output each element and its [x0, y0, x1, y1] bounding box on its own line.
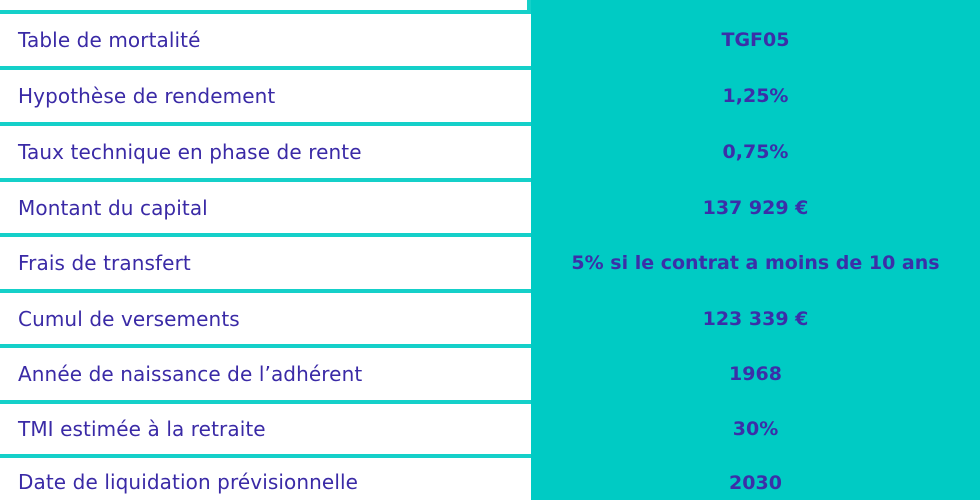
table-row: Taux technique en phase de rente 0,75%: [0, 126, 980, 178]
table-row: Cumul de versements 123 339 €: [0, 293, 980, 344]
row-label: Date de liquidation prévisionnelle: [0, 458, 527, 500]
table-row: Date de liquidation prévisionnelle 2030: [0, 458, 980, 500]
row-label: Hypothèse de rendement: [0, 70, 527, 122]
row-label: Cumul de versements: [0, 293, 527, 344]
row-value: TGF05: [531, 14, 980, 66]
row-label: Table de mortalité: [0, 14, 527, 66]
row-value: 123 339 €: [531, 293, 980, 344]
row-label: TMI estimée à la retraite: [0, 404, 527, 454]
table-row: Hypothèse de rendement 1,25%: [0, 70, 980, 122]
table-row: Montant du capital 137 929 €: [0, 182, 980, 233]
table-row: Frais de transfert 5% si le contrat a mo…: [0, 237, 980, 289]
row-value: 1968: [531, 348, 980, 400]
table-row: Année de naissance de l’adhérent 1968: [0, 348, 980, 400]
table-top-spacer: [0, 0, 527, 10]
table-row: Table de mortalité TGF05: [0, 14, 980, 66]
row-value: 5% si le contrat a moins de 10 ans: [531, 237, 980, 289]
table-row: TMI estimée à la retraite 30%: [0, 404, 980, 454]
row-value: 2030: [531, 458, 980, 500]
row-label: Montant du capital: [0, 182, 527, 233]
row-value: 30%: [531, 404, 980, 454]
row-value: 137 929 €: [531, 182, 980, 233]
row-label: Frais de transfert: [0, 237, 527, 289]
row-value: 0,75%: [531, 126, 980, 178]
row-label: Année de naissance de l’adhérent: [0, 348, 527, 400]
row-label: Taux technique en phase de rente: [0, 126, 527, 178]
row-value: 1,25%: [531, 70, 980, 122]
